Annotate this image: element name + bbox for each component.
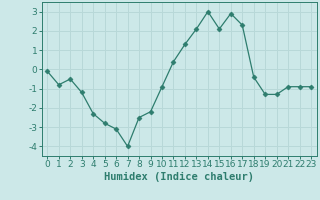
X-axis label: Humidex (Indice chaleur): Humidex (Indice chaleur) <box>104 172 254 182</box>
